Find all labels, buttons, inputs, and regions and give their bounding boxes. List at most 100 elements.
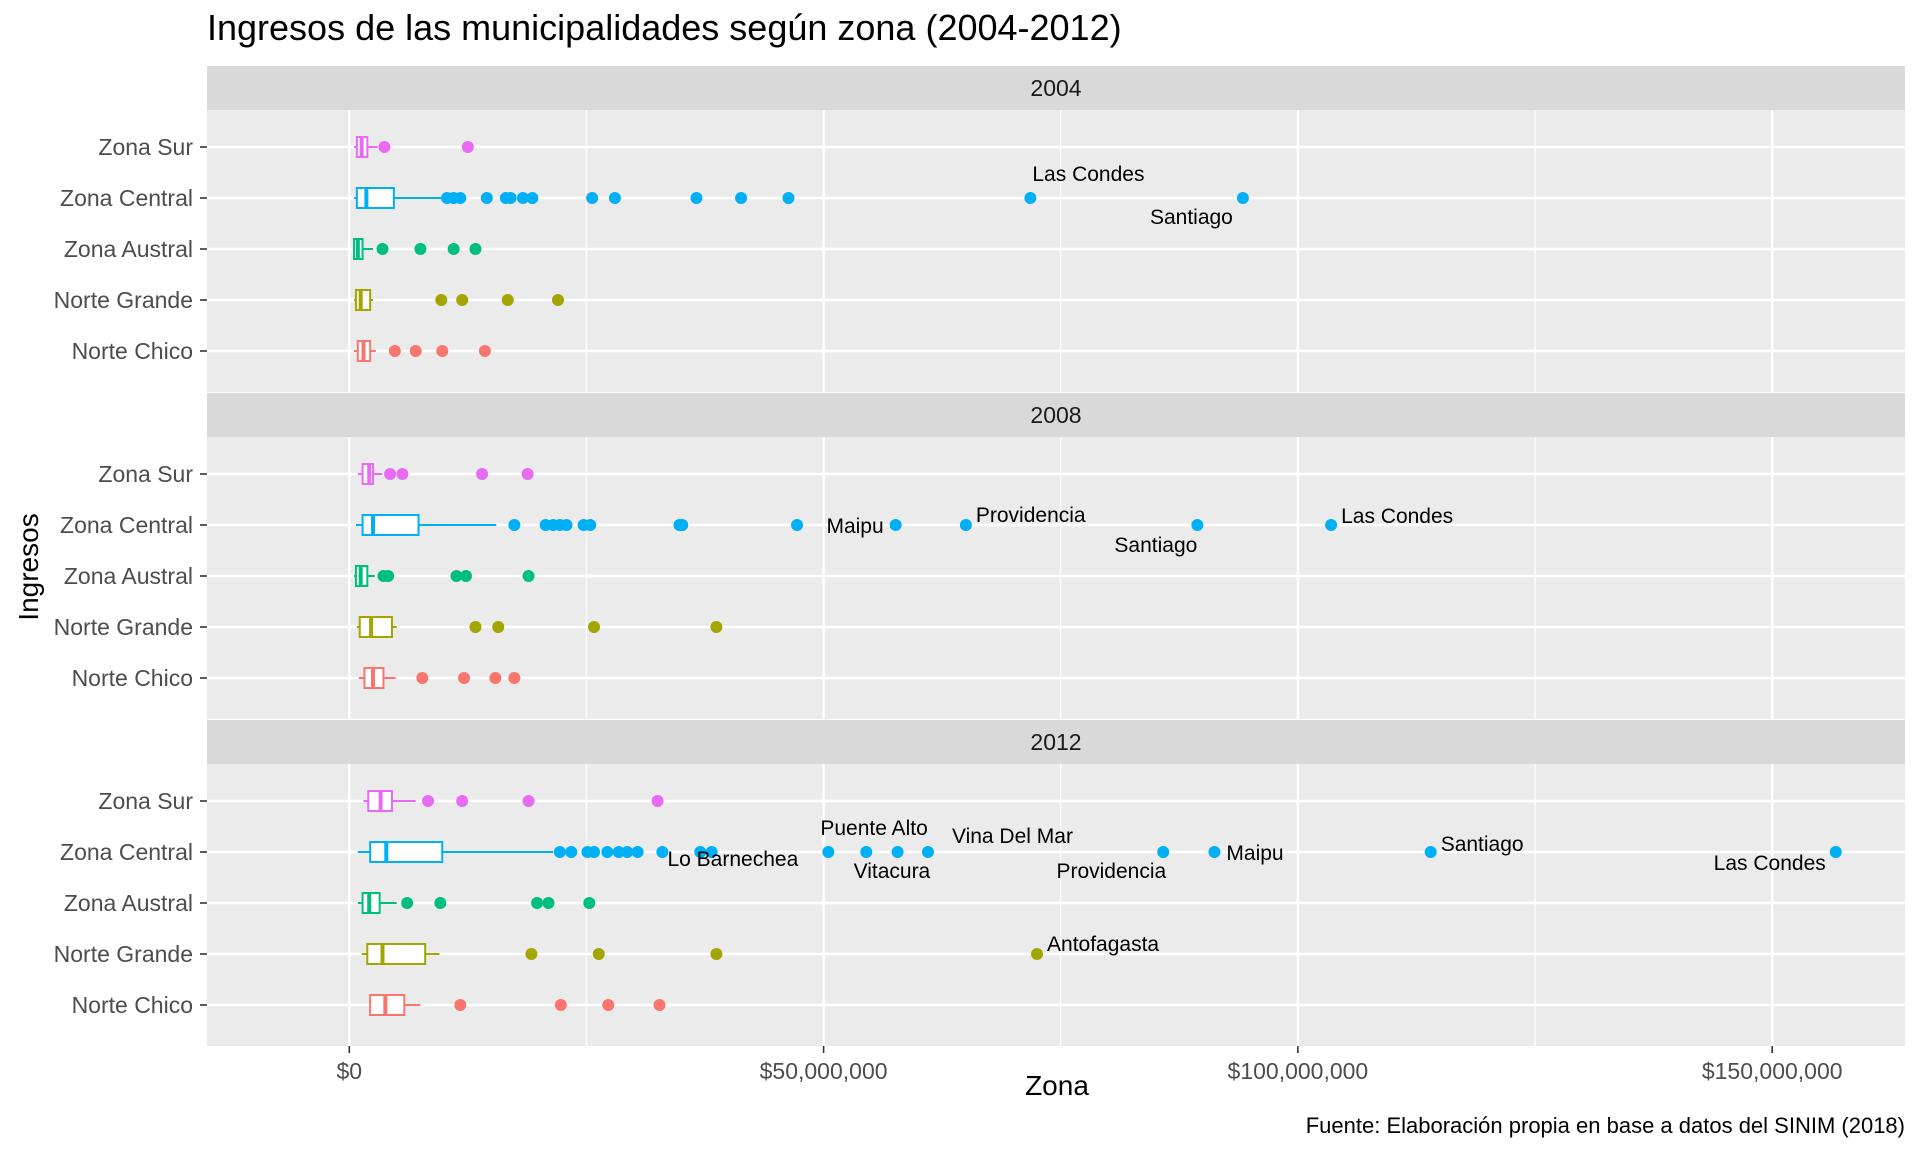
outlier-point xyxy=(489,672,502,684)
outlier-point xyxy=(621,846,634,858)
outlier-point xyxy=(478,345,491,357)
outlier-point xyxy=(378,141,391,153)
boxplot-zona-sur xyxy=(354,136,474,158)
outlier-point xyxy=(602,999,615,1011)
boxplot-norte-chico xyxy=(358,667,521,689)
y-tick-label: Norte Grande xyxy=(54,614,193,640)
outlier-label: Providencia xyxy=(1056,860,1166,883)
x-tick-label: $0 xyxy=(336,1058,362,1084)
outlier-point xyxy=(608,192,621,204)
boxplot-zona-central xyxy=(354,187,1249,209)
x-tick-label: $50,000,000 xyxy=(760,1058,888,1084)
outlier-point xyxy=(1236,192,1249,204)
outlier-point xyxy=(516,192,529,204)
outlier-point xyxy=(531,897,544,909)
outlier-point xyxy=(560,519,573,531)
outlier-point xyxy=(694,846,707,858)
facet-strip xyxy=(207,393,1905,437)
outlier-point xyxy=(1031,948,1044,960)
boxplot-zona-austral xyxy=(353,238,482,260)
y-tick-label: Zona Austral xyxy=(64,236,193,262)
outlier-point xyxy=(583,897,596,909)
outlier-point xyxy=(791,519,804,531)
outlier-point xyxy=(710,621,723,633)
outlier-point xyxy=(447,243,460,255)
outlier-point xyxy=(382,570,395,582)
outlier-point xyxy=(592,948,605,960)
facet-panels: 2004 Zona Sur Zona Central Zona Austral Nort… xyxy=(54,66,1905,1046)
outlier-point xyxy=(601,846,614,858)
facet-panel-2008: 2008 Zona Sur Zona Central Zona Austral Nort… xyxy=(54,393,1905,719)
panel-background xyxy=(207,437,1905,719)
facet-strip-label: 2008 xyxy=(1030,402,1081,428)
outlier-point xyxy=(542,897,555,909)
outlier-point xyxy=(1424,846,1437,858)
outlier-point xyxy=(422,795,435,807)
outlier-point xyxy=(508,519,521,531)
boxplot-zona-austral xyxy=(354,565,535,587)
outlier-label: Santiago xyxy=(1114,534,1197,557)
outlier-label: Lo Barnechea xyxy=(667,848,798,871)
chart-title: Ingresos de las municipalidades según zo… xyxy=(207,7,1122,48)
outlier-point xyxy=(458,672,471,684)
outlier-label: Las Condes xyxy=(1032,163,1144,186)
outlier-label: Santiago xyxy=(1441,833,1524,856)
outlier-point xyxy=(456,294,469,306)
outlier-label: Las Condes xyxy=(1714,852,1826,875)
outlier-point xyxy=(456,795,469,807)
x-tick-label: $100,000,000 xyxy=(1228,1058,1369,1084)
outlier-point xyxy=(551,294,564,306)
y-tick-label: Zona Austral xyxy=(64,890,193,916)
chart-caption: Fuente: Elaboración propia en base a dat… xyxy=(1306,1113,1905,1138)
boxplot-norte-grande xyxy=(361,943,1044,965)
outlier-point xyxy=(1024,192,1037,204)
outlier-point xyxy=(396,468,409,480)
outlier-point xyxy=(1829,846,1842,858)
box-iqr xyxy=(355,187,395,209)
outlier-point xyxy=(384,468,397,480)
outlier-point xyxy=(891,846,904,858)
box-iqr xyxy=(354,289,372,311)
y-tick-label: Zona Central xyxy=(60,185,193,211)
outlier-point xyxy=(959,519,972,531)
outlier-point xyxy=(461,141,474,153)
outlier-point xyxy=(1191,519,1204,531)
facet-strip-label: 2004 xyxy=(1030,75,1081,101)
outlier-point xyxy=(1157,846,1170,858)
y-tick-label: Zona Sur xyxy=(98,788,193,814)
y-tick-label: Zona Sur xyxy=(98,461,193,487)
boxplot-zona-austral xyxy=(357,892,596,914)
outlier-point xyxy=(651,795,664,807)
outlier-point xyxy=(480,192,493,204)
outlier-point xyxy=(584,519,597,531)
boxplot-zona-central xyxy=(355,514,1338,536)
outlier-point xyxy=(434,897,447,909)
boxplot-zona-central xyxy=(357,841,1842,863)
outlier-point xyxy=(588,621,601,633)
y-tick-label: Zona Sur xyxy=(98,134,193,160)
outlier-point xyxy=(860,846,873,858)
outlier-point xyxy=(476,468,489,480)
outlier-point xyxy=(508,672,521,684)
outlier-point xyxy=(653,999,666,1011)
boxplot-zona-sur xyxy=(357,463,534,485)
outlier-point xyxy=(921,846,934,858)
y-tick-label: Zona Central xyxy=(60,839,193,865)
y-axis-title: Ingresos xyxy=(13,513,44,620)
panel-background xyxy=(207,764,1905,1046)
y-tick-label: Norte Grande xyxy=(54,941,193,967)
box-iqr xyxy=(361,514,420,536)
boxplot-norte-grande xyxy=(354,289,564,311)
outlier-point xyxy=(656,846,669,858)
outlier-point xyxy=(588,846,601,858)
outlier-labels: Las Condes Santiago Maipu Providencia Santia… xyxy=(667,163,1825,956)
outlier-point xyxy=(435,294,448,306)
outlier-point xyxy=(388,345,401,357)
x-tick-label: $150,000,000 xyxy=(1702,1058,1843,1084)
outlier-point xyxy=(504,192,517,204)
outlier-point xyxy=(414,243,427,255)
outlier-point xyxy=(376,243,389,255)
x-axis: $0 $50,000,000 $100,000,000 $150,000,000 xyxy=(336,1046,1843,1084)
outlier-point xyxy=(554,999,567,1011)
